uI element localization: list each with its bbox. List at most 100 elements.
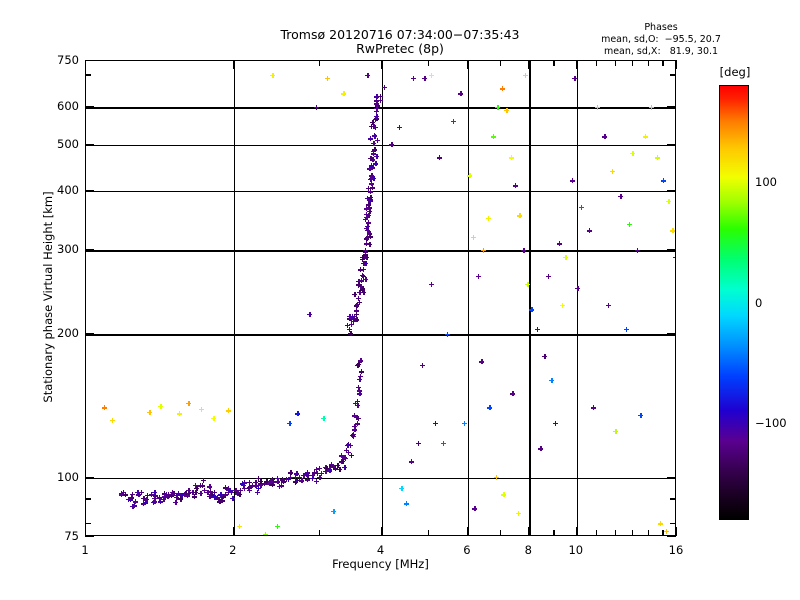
- x-tick: [614, 60, 616, 66]
- data-point: [131, 503, 137, 509]
- y-tick: [670, 522, 676, 524]
- data-point: [214, 495, 220, 501]
- data-point: [301, 472, 307, 478]
- data-point: [135, 489, 141, 495]
- data-point: [287, 474, 293, 480]
- x-tick: [631, 60, 634, 66]
- x-tick: [553, 60, 555, 66]
- data-point: [176, 411, 182, 417]
- data-point: [218, 492, 224, 498]
- data-point: [182, 492, 188, 498]
- data-point: [354, 307, 360, 313]
- data-point: [211, 416, 217, 422]
- x-tick: [319, 530, 321, 536]
- data-point: [211, 489, 217, 495]
- data-point: [186, 401, 192, 407]
- data-point: [590, 405, 596, 411]
- data-point: [314, 104, 320, 110]
- data-point: [493, 475, 499, 481]
- data-point: [618, 193, 624, 199]
- data-point: [266, 481, 272, 487]
- data-point: [563, 254, 569, 260]
- gridline-horizontal: [86, 190, 675, 193]
- data-point: [404, 501, 410, 507]
- y-tick: [85, 189, 94, 192]
- data-point: [193, 489, 199, 495]
- data-point: [353, 312, 359, 318]
- data-point: [342, 465, 348, 470]
- data-point: [575, 285, 581, 291]
- data-point: [360, 254, 366, 260]
- data-point: [354, 301, 360, 307]
- data-point: [323, 468, 329, 474]
- data-point: [365, 224, 371, 229]
- data-point: [630, 150, 636, 156]
- data-point: [178, 496, 184, 502]
- data-point: [350, 432, 356, 438]
- data-point: [594, 104, 600, 110]
- data-point: [294, 477, 300, 483]
- data-point: [161, 496, 167, 502]
- data-point: [309, 475, 315, 481]
- data-point: [366, 205, 372, 211]
- data-point: [198, 490, 204, 496]
- data-point: [436, 155, 442, 161]
- data-point: [192, 482, 198, 488]
- colorbar-unit-label: [deg]: [719, 65, 751, 79]
- gridline-vertical: [529, 61, 531, 535]
- data-point: [286, 476, 292, 482]
- data-point: [487, 405, 493, 411]
- plot-title-main: Tromsø 20120716 07:34:00−07:35:43: [280, 27, 520, 42]
- data-point: [367, 198, 373, 204]
- x-tick-label: 16: [668, 543, 684, 557]
- data-point: [480, 247, 486, 253]
- data-point: [304, 477, 310, 483]
- data-point: [236, 523, 242, 529]
- data-point: [351, 413, 357, 419]
- gridline-vertical: [467, 61, 470, 535]
- x-tick: [614, 530, 616, 536]
- data-point: [357, 267, 363, 273]
- data-point: [415, 440, 421, 446]
- x-tick-label: 4: [376, 543, 385, 557]
- x-tick: [647, 60, 649, 66]
- data-point: [432, 420, 438, 426]
- data-point: [162, 494, 168, 500]
- data-point: [472, 506, 478, 512]
- data-point: [361, 289, 367, 295]
- data-point: [314, 478, 320, 484]
- data-point: [332, 466, 338, 472]
- y-tick: [85, 74, 91, 76]
- data-point: [553, 420, 559, 426]
- data-point: [207, 484, 213, 490]
- data-point: [358, 283, 364, 289]
- data-point: [165, 494, 171, 500]
- data-point: [141, 501, 147, 507]
- data-point: [152, 493, 158, 499]
- data-point: [360, 266, 366, 272]
- y-tick-label: 200: [57, 326, 79, 341]
- gridline-vertical: [576, 61, 579, 535]
- data-point: [280, 477, 286, 483]
- data-point: [367, 166, 373, 172]
- data-point: [122, 492, 128, 498]
- data-point: [127, 497, 133, 503]
- x-tick: [232, 60, 235, 69]
- data-point: [253, 483, 259, 489]
- x-tick: [575, 527, 578, 536]
- data-point: [175, 491, 181, 497]
- data-point: [542, 353, 548, 359]
- data-point: [323, 464, 329, 470]
- data-point: [368, 194, 374, 200]
- data-point: [572, 75, 578, 81]
- data-point: [370, 119, 376, 125]
- data-point: [368, 163, 374, 169]
- data-point: [363, 206, 369, 212]
- gridline-horizontal: [86, 107, 675, 109]
- data-point: [183, 490, 189, 496]
- data-point: [365, 227, 371, 233]
- plot-title-sub: RwPretec (8p): [356, 41, 444, 56]
- data-point: [222, 485, 228, 491]
- data-point: [229, 490, 235, 496]
- gridline-vertical: [381, 61, 383, 535]
